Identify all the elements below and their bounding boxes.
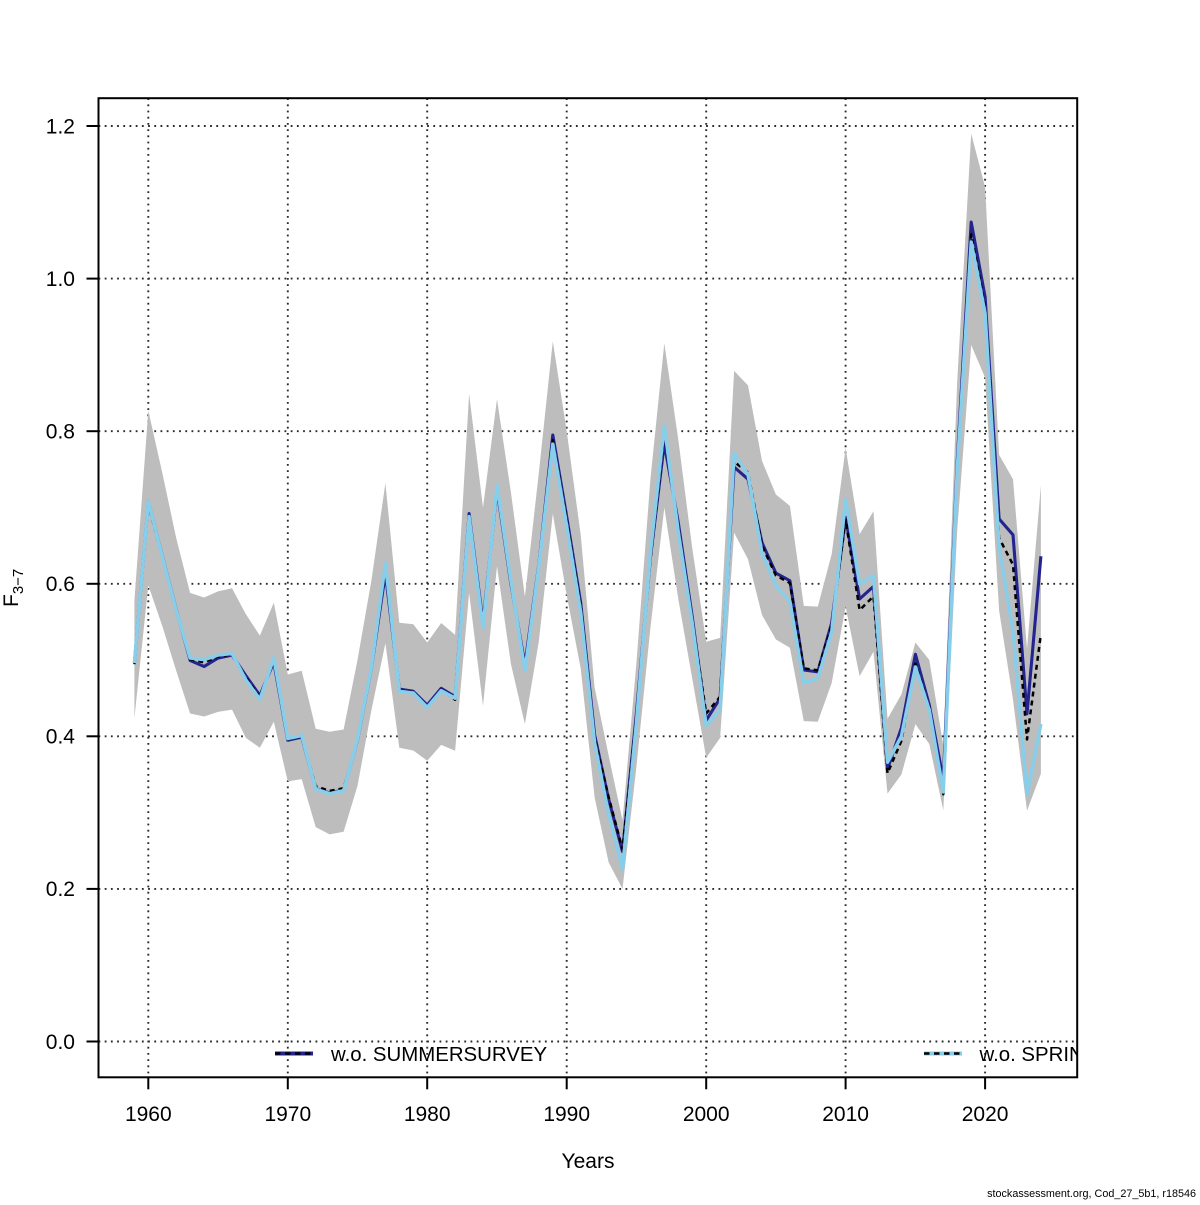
- svg-text:1980: 1980: [404, 1103, 451, 1126]
- svg-text:1.0: 1.0: [46, 268, 75, 291]
- svg-text:0.6: 0.6: [46, 573, 75, 596]
- svg-text:0.4: 0.4: [46, 726, 76, 749]
- svg-text:w.o. SUMMERSURVEY: w.o. SUMMERSURVEY: [330, 1044, 547, 1066]
- svg-text:0.0: 0.0: [46, 1031, 75, 1054]
- svg-text:2020: 2020: [962, 1103, 1009, 1126]
- svg-text:0.8: 0.8: [46, 421, 75, 444]
- svg-text:2010: 2010: [822, 1103, 869, 1126]
- svg-text:stockassessment.org, Cod_27_5b: stockassessment.org, Cod_27_5b1, r18546: [987, 1188, 1196, 1200]
- svg-text:1960: 1960: [125, 1103, 172, 1126]
- svg-text:1990: 1990: [543, 1103, 590, 1126]
- svg-text:Years: Years: [562, 1150, 615, 1173]
- svg-text:w.o. SPRINGSURVEY: w.o. SPRINGSURVEY: [979, 1044, 1184, 1066]
- svg-text:1970: 1970: [264, 1103, 311, 1126]
- svg-text:1.2: 1.2: [46, 115, 75, 138]
- svg-text:2000: 2000: [683, 1103, 730, 1126]
- svg-text:0.2: 0.2: [46, 878, 75, 901]
